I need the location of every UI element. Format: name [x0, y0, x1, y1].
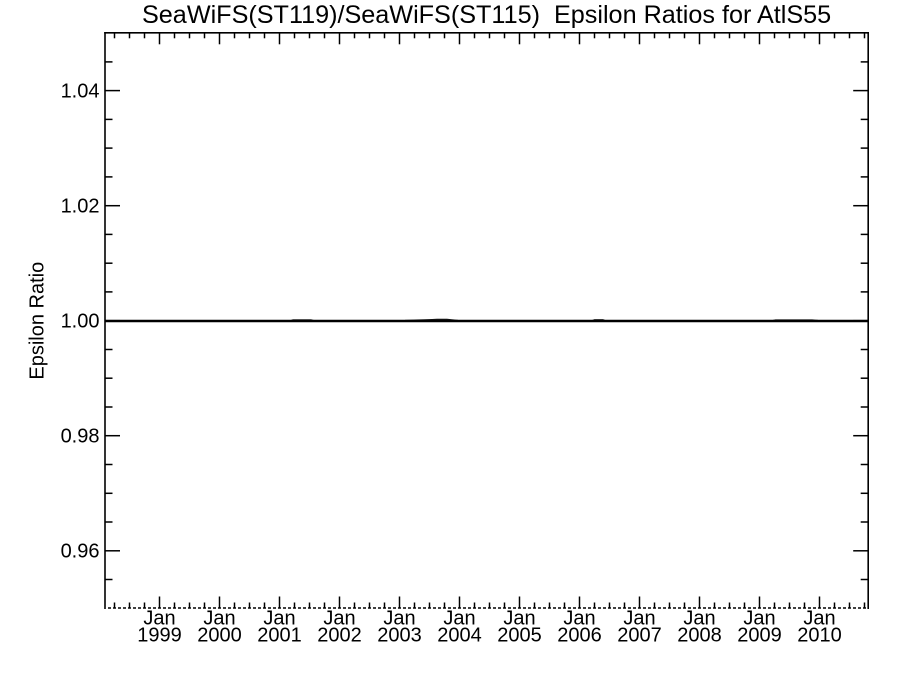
- svg-text:Jan: Jan: [563, 608, 595, 630]
- svg-text:Jan: Jan: [203, 608, 235, 630]
- svg-text:Jan: Jan: [503, 608, 535, 630]
- svg-text:Jan: Jan: [803, 608, 835, 630]
- svg-text:Epsilon Ratio: Epsilon Ratio: [27, 262, 49, 380]
- svg-text:Jan: Jan: [323, 608, 355, 630]
- svg-text:Jan: Jan: [683, 608, 715, 630]
- svg-text:Jan: Jan: [143, 608, 175, 630]
- svg-text:0.98: 0.98: [61, 426, 100, 448]
- svg-text:2003: 2003: [377, 625, 422, 647]
- svg-text:2000: 2000: [197, 625, 242, 647]
- svg-text:1.04: 1.04: [61, 81, 100, 103]
- svg-text:2004: 2004: [437, 625, 482, 647]
- svg-text:2007: 2007: [617, 625, 662, 647]
- svg-text:2008: 2008: [677, 625, 722, 647]
- svg-text:0.96: 0.96: [61, 541, 100, 563]
- svg-text:Jan: Jan: [263, 608, 295, 630]
- svg-text:2001: 2001: [257, 625, 302, 647]
- svg-text:2010: 2010: [797, 625, 842, 647]
- svg-text:1999: 1999: [137, 625, 182, 647]
- svg-text:SeaWiFS(ST119)/SeaWiFS(ST115): SeaWiFS(ST119)/SeaWiFS(ST115) Epsilon Ra…: [142, 1, 831, 29]
- svg-text:2005: 2005: [497, 625, 542, 647]
- svg-text:1.02: 1.02: [61, 196, 100, 218]
- svg-text:1.00: 1.00: [61, 311, 100, 333]
- svg-text:2002: 2002: [317, 625, 362, 647]
- svg-text:Jan: Jan: [443, 608, 475, 630]
- svg-text:Jan: Jan: [383, 608, 415, 630]
- svg-text:Jan: Jan: [743, 608, 775, 630]
- svg-text:2006: 2006: [557, 625, 602, 647]
- svg-text:Jan: Jan: [623, 608, 655, 630]
- svg-text:2009: 2009: [737, 625, 782, 647]
